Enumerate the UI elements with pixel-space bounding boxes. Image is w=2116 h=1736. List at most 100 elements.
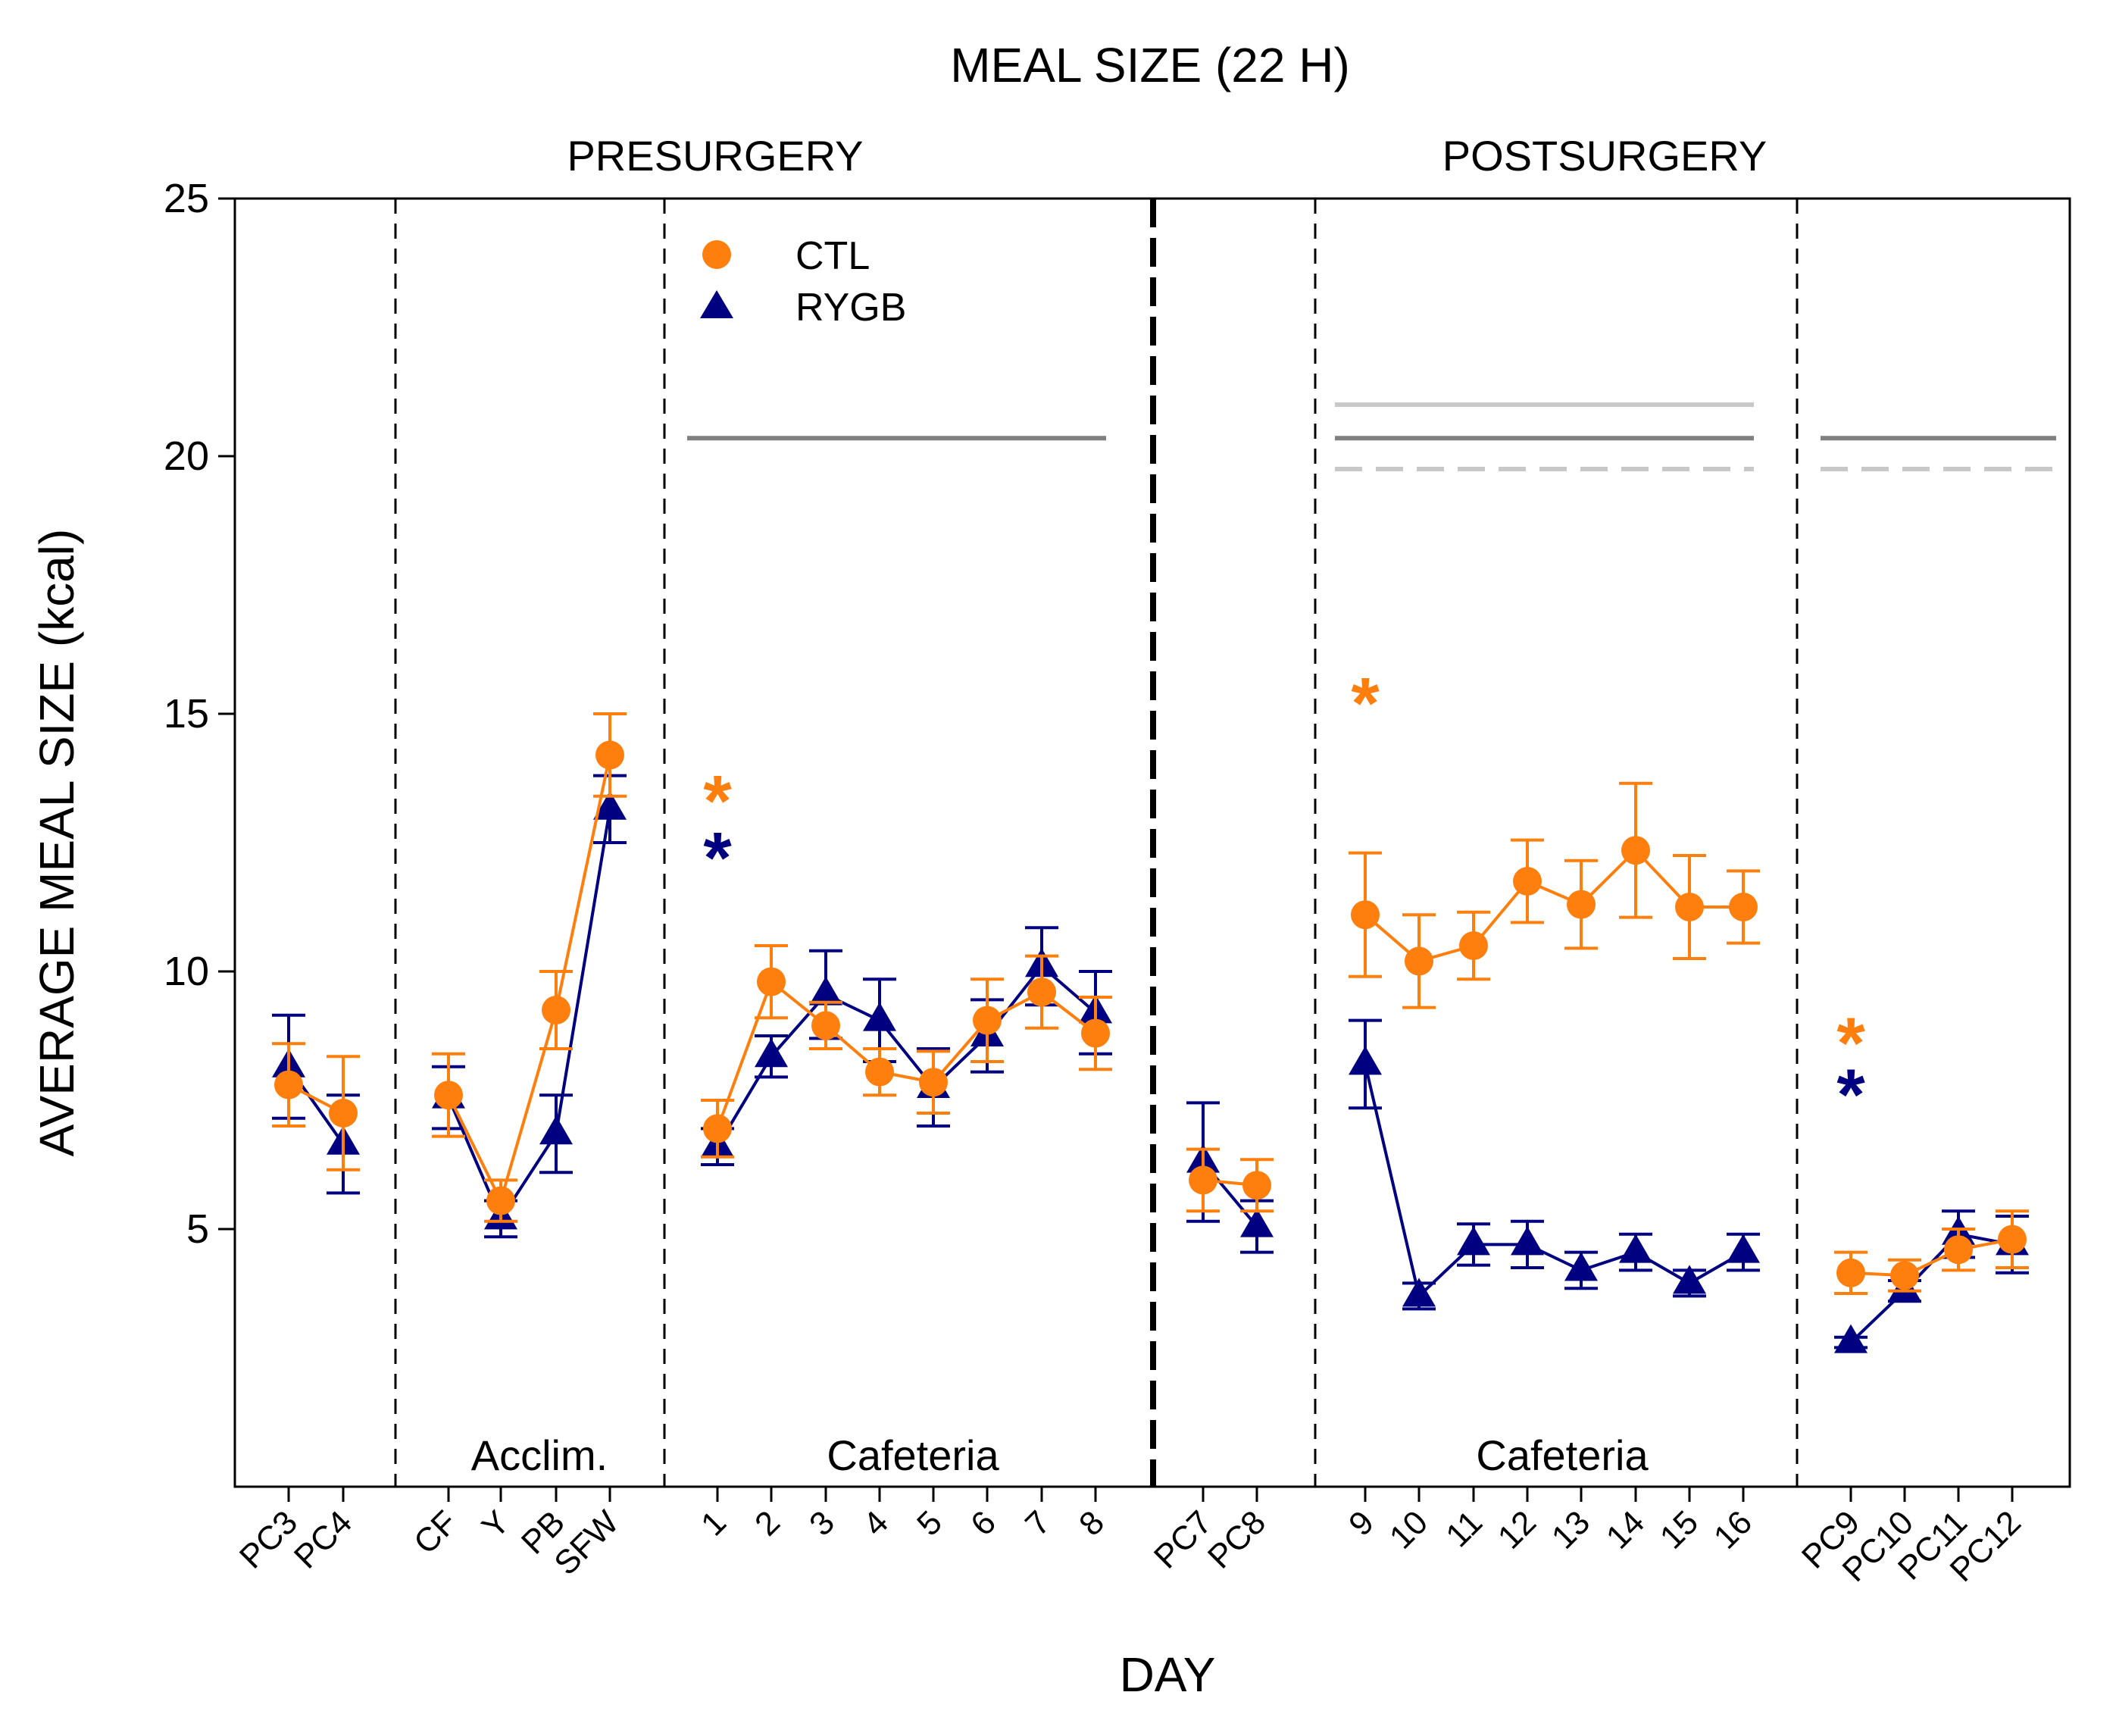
- x-tick-label: 6: [964, 1503, 1003, 1543]
- data-point-ctl: [919, 1068, 948, 1097]
- series-line-rygb: [447, 809, 611, 1222]
- data-point-ctl: [1459, 931, 1488, 960]
- x-tick-label: 5: [910, 1503, 949, 1543]
- data-point-ctl: [1513, 867, 1542, 896]
- x-tick-label: 11: [1439, 1503, 1489, 1554]
- legend-rygb-marker: [700, 290, 733, 318]
- data-point-rygb: [1511, 1226, 1544, 1256]
- data-point-rygb: [755, 1038, 788, 1068]
- data-point-ctl: [1836, 1258, 1865, 1287]
- reference-lines: [687, 402, 2056, 471]
- data-point-rygb: [863, 1002, 896, 1031]
- x-tick-label: PC3: [233, 1503, 305, 1575]
- data-point-ctl: [434, 1081, 463, 1110]
- x-tick-label: 10: [1383, 1503, 1435, 1556]
- data-point-rygb: [1619, 1234, 1652, 1263]
- x-tick-label: 8: [1072, 1503, 1111, 1543]
- y-tick-label: 20: [164, 433, 209, 479]
- significance-star: *: [1351, 663, 1380, 744]
- data-point-rygb: [1727, 1234, 1760, 1263]
- series-line-rygb: [1364, 1063, 1744, 1300]
- data-point-ctl: [329, 1099, 358, 1128]
- data-point-ctl: [1944, 1235, 1973, 1265]
- data-point-ctl: [1027, 977, 1056, 1007]
- series-line-ctl: [1850, 1237, 2013, 1278]
- data-point-ctl: [865, 1057, 894, 1087]
- data-point-ctl: [1621, 836, 1650, 865]
- section-dividers: [394, 199, 1799, 1487]
- data-point-ctl: [1351, 900, 1380, 930]
- x-tick-label: 2: [748, 1503, 787, 1543]
- data-point-rygb: [1349, 1046, 1382, 1075]
- x-tick-label: 7: [1018, 1503, 1058, 1543]
- significance-star: *: [1836, 1003, 1865, 1084]
- chart-title: MEAL SIZE (22 H): [950, 38, 1350, 92]
- series-line-rygb: [1849, 1232, 2013, 1344]
- x-tick-label: 1: [694, 1503, 733, 1543]
- data-point-rygb: [1564, 1252, 1598, 1281]
- data-point-ctl: [486, 1186, 515, 1215]
- section-label-cafeteria-pre: Cafeteria: [827, 1431, 999, 1479]
- x-tick-label: 12: [1491, 1503, 1543, 1556]
- data-point-ctl: [811, 1011, 840, 1040]
- section-label-cafeteria-post: Cafeteria: [1476, 1431, 1649, 1479]
- data-point-ctl: [1890, 1261, 1919, 1290]
- x-tick-label: PC7: [1147, 1503, 1219, 1575]
- data-point-ctl: [1405, 946, 1433, 976]
- y-axis: 5 10 15 20 25: [164, 176, 235, 1252]
- y-tick-label: 15: [164, 691, 209, 737]
- legend: CTL RYGB: [700, 234, 906, 330]
- x-tick-label: 16: [1707, 1503, 1759, 1556]
- x-tick-label: CF: [407, 1503, 464, 1561]
- x-axis-title: DAY: [1120, 1647, 1216, 1702]
- series-line-ctl: [447, 754, 611, 1206]
- data-point-ctl: [1567, 890, 1596, 919]
- data-point-ctl: [757, 967, 786, 996]
- section-label-acclim: Acclim.: [471, 1431, 608, 1479]
- data-point-ctl: [595, 740, 624, 770]
- significance-star: *: [703, 761, 732, 842]
- phase-label-presurgery: PRESURGERY: [567, 132, 863, 180]
- y-axis-title: AVERAGE MEAL SIZE (kcal): [30, 529, 84, 1157]
- data-point-ctl: [274, 1070, 303, 1099]
- legend-ctl-label: CTL: [795, 234, 870, 278]
- data-point-rygb: [1834, 1324, 1868, 1353]
- significance-star: *: [703, 818, 732, 899]
- data-point-rygb: [1402, 1278, 1436, 1307]
- x-tick-label: PC4: [287, 1503, 359, 1575]
- phase-label-postsurgery: POSTSURGERY: [1442, 132, 1767, 180]
- series-ctl: [272, 712, 2029, 1295]
- data-point-ctl: [973, 1006, 1002, 1035]
- data-point-ctl: [703, 1114, 732, 1143]
- significance-star: *: [1836, 1055, 1865, 1136]
- x-tick-label: 3: [802, 1503, 842, 1543]
- series-line-rygb: [716, 964, 1097, 1148]
- data-point-ctl: [1081, 1018, 1110, 1048]
- data-point-ctl: [1998, 1225, 2027, 1254]
- x-tick-label: 14: [1599, 1503, 1652, 1556]
- data-point-ctl: [1675, 893, 1704, 921]
- x-tick-label: Y: [475, 1503, 517, 1545]
- data-point-rygb: [1240, 1208, 1274, 1237]
- data-point-rygb: [1457, 1226, 1490, 1256]
- x-tick-label: 9: [1342, 1503, 1381, 1543]
- legend-rygb-label: RYGB: [795, 286, 906, 330]
- data-point-rygb: [539, 1115, 573, 1145]
- data-point-ctl: [1242, 1171, 1271, 1200]
- y-tick-label: 10: [164, 949, 209, 994]
- significance-markers: *****: [703, 663, 1865, 1136]
- data-point-rygb: [1673, 1265, 1706, 1294]
- x-tick-label: 4: [856, 1503, 895, 1543]
- x-tick-label: PC8: [1201, 1503, 1273, 1575]
- data-point-rygb: [593, 790, 627, 820]
- data-point-ctl: [1729, 893, 1758, 921]
- y-tick-label: 5: [186, 1206, 209, 1252]
- legend-ctl-marker: [702, 240, 731, 269]
- x-tick-label: 13: [1545, 1503, 1597, 1556]
- data-point-ctl: [542, 996, 570, 1024]
- data-point-ctl: [1189, 1165, 1217, 1195]
- x-tick-label: 15: [1653, 1503, 1705, 1556]
- data-point-rygb: [809, 976, 842, 1006]
